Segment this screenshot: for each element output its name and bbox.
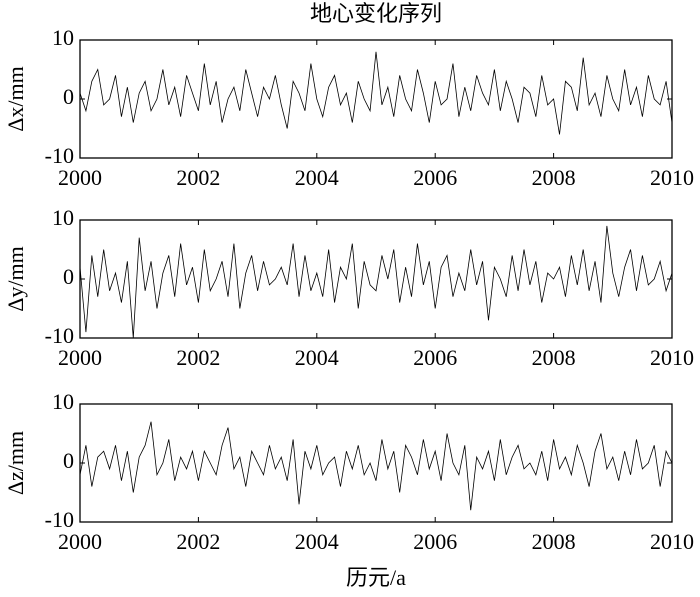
y-tick-label: 10 [52, 25, 74, 50]
x-tick-label: 2004 [295, 165, 339, 190]
x-tick-label: 2004 [295, 345, 339, 370]
x-tick-label: 2006 [413, 529, 457, 554]
x-tick-label: 2002 [176, 345, 220, 370]
y-tick-label: 0 [63, 448, 74, 473]
y-tick-label: -10 [45, 143, 74, 168]
y-tick-label: -10 [45, 507, 74, 532]
y-tick-label: 0 [63, 264, 74, 289]
y-axis-label: Δz/mm [3, 431, 28, 495]
x-tick-label: 2006 [413, 165, 457, 190]
y-tick-label: 0 [63, 84, 74, 109]
data-line [79, 421, 673, 511]
chart-title: 地心变化序列 [310, 1, 442, 26]
x-tick-label: 2000 [58, 529, 102, 554]
x-tick-label: 2010 [650, 345, 694, 370]
x-axis-label: 历元/a [346, 565, 406, 590]
x-tick-label: 2000 [58, 165, 102, 190]
y-tick-label: -10 [45, 323, 74, 348]
x-tick-label: 2008 [532, 165, 576, 190]
x-tick-label: 2010 [650, 165, 694, 190]
x-tick-label: 2008 [532, 529, 576, 554]
data-line [79, 51, 673, 135]
x-tick-label: 2010 [650, 529, 694, 554]
y-axis-label: Δy/mm [3, 246, 28, 311]
x-tick-label: 2002 [176, 165, 220, 190]
x-tick-label: 2004 [295, 529, 339, 554]
y-axis-label: Δx/mm [3, 66, 28, 131]
y-tick-label: 10 [52, 389, 74, 414]
plot-frame [79, 219, 673, 339]
y-tick-label: 10 [52, 205, 74, 230]
x-tick-label: 2002 [176, 529, 220, 554]
data-line [79, 225, 673, 339]
x-tick-label: 2008 [532, 345, 576, 370]
x-tick-label: 2000 [58, 345, 102, 370]
x-tick-label: 2006 [413, 345, 457, 370]
